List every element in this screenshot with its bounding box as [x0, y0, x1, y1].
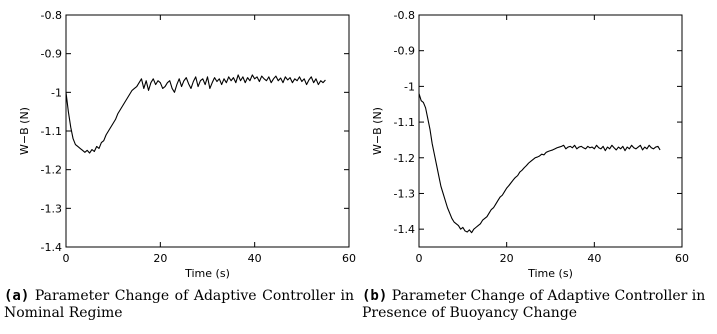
- chart-a-xtick-label-0: 0: [63, 252, 70, 265]
- chart-b-plot-frame: [418, 14, 683, 248]
- chart-panel-a: 0 20 40 60 -1.4 -1.3 -1.2 -1.1 -1 -0.9 -0.8 Time (s…: [0, 0, 358, 334]
- chart-b-ytick-label-5: -0.9: [394, 45, 415, 58]
- caption-a-tag: (a): [4, 288, 30, 304]
- chart-b-xtick-label-2: 40: [587, 252, 601, 265]
- caption-b: (b) Parameter Change of Adaptive Control…: [362, 288, 712, 322]
- chart-a-xtick-label-3: 60: [342, 252, 356, 265]
- chart-b-ytick-label-1: -1.3: [394, 187, 415, 200]
- chart-a-x-axis-label: Time (s): [184, 267, 230, 280]
- chart-a-ytick-label-4: -1: [51, 86, 62, 99]
- chart-panel-b: 0 20 40 60 -1.4 -1.3 -1.2 -1.1 -1 -0.9 -0.8 Time (s…: [358, 0, 716, 334]
- caption-a-text: Parameter Change of Adaptive Controller …: [4, 288, 354, 321]
- chart-b-ytick-label-2: -1.2: [394, 152, 415, 165]
- chart-a-xtick-label-2: 40: [248, 252, 262, 265]
- chart-a-ytick-label-6: -0.8: [41, 9, 62, 22]
- chart-a-ytick-label-0: -1.4: [41, 241, 62, 254]
- line-chart-a: 0 20 40 60 -1.4 -1.3 -1.2 -1.1 -1 -0.9 -0.8 Time (s…: [18, 9, 356, 280]
- chart-b-ytick-label-3: -1.1: [394, 116, 415, 129]
- caption-b-tag: (b): [362, 288, 388, 304]
- chart-b-ytick-label-6: -0.8: [394, 9, 415, 22]
- chart-b-ytick-label-4: -1: [404, 80, 415, 93]
- chart-b-xtick-label-3: 60: [675, 252, 689, 265]
- chart-b-ytick-label-0: -1.4: [394, 223, 415, 236]
- chart-a-series-line-0: [65, 74, 326, 154]
- chart-a-ytick-label-5: -0.9: [41, 48, 62, 61]
- chart-b-series-line-0: [418, 93, 661, 234]
- chart-b-xtick-label-1: 20: [500, 252, 514, 265]
- chart-a-ytick-label-1: -1.3: [41, 202, 62, 215]
- chart-a-xtick-label-1: 20: [153, 252, 167, 265]
- chart-b-x-axis-label: Time (s): [527, 267, 573, 280]
- chart-b-xtick-label-0: 0: [416, 252, 423, 265]
- chart-a-ytick-label-3: -1.1: [41, 125, 62, 138]
- chart-a-ytick-label-2: -1.2: [41, 164, 62, 177]
- line-chart-b: 0 20 40 60 -1.4 -1.3 -1.2 -1.1 -1 -0.9 -0.8 Time (s…: [371, 9, 689, 280]
- caption-b-text: Parameter Change of Adaptive Controller …: [362, 288, 706, 321]
- chart-a-y-axis-label: W−B (N): [18, 107, 31, 155]
- caption-a: (a) Parameter Change of Adaptive Control…: [4, 288, 354, 322]
- chart-b-y-axis-label: W−B (N): [371, 107, 384, 155]
